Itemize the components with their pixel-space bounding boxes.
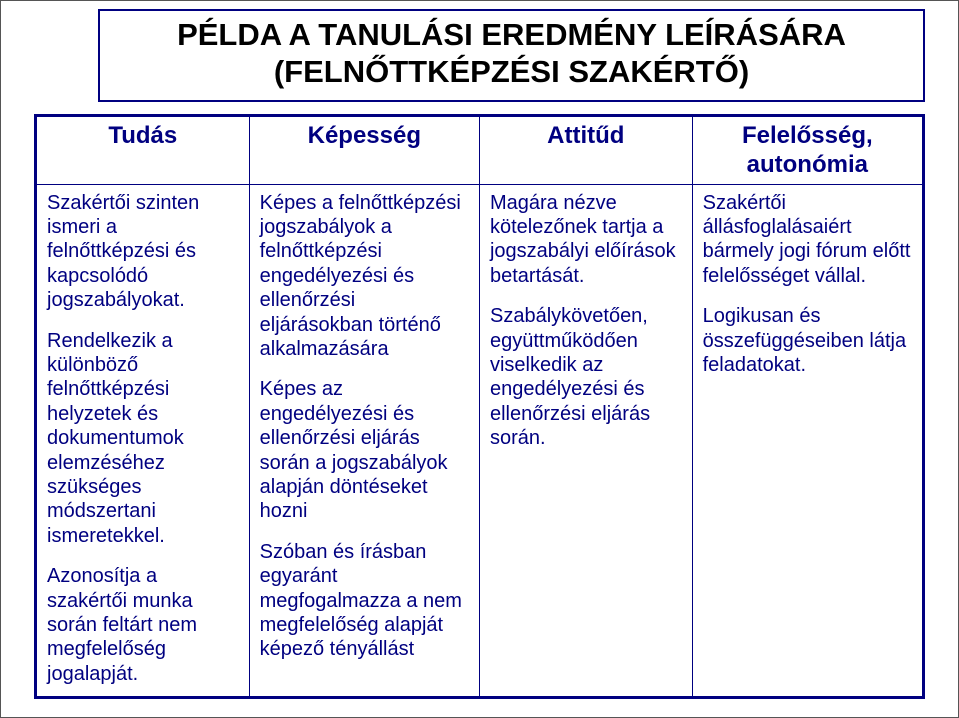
slide-title: PÉLDA A TANULÁSI EREDMÉNY LEÍRÁSÁRA (FEL… bbox=[98, 9, 925, 102]
col-header-attitud: Attitűd bbox=[479, 117, 692, 185]
title-line-2: (FELNŐTTKÉPZÉSI SZAKÉRTŐ) bbox=[110, 54, 913, 91]
paragraph: Magára nézve kötelezőnek tartja a jogsza… bbox=[490, 191, 682, 289]
title-line-1: PÉLDA A TANULÁSI EREDMÉNY LEÍRÁSÁRA bbox=[110, 17, 913, 54]
paragraph: Szakértői állásfoglalásaiért bármely jog… bbox=[703, 191, 912, 289]
table-header-row: Tudás Képesség Attitűd Felelősség, auton… bbox=[37, 117, 923, 185]
col-header-kepesseg: Képesség bbox=[249, 117, 479, 185]
paragraph: Szakértői szinten ismeri a felnőttképzés… bbox=[47, 191, 239, 313]
paragraph: Szóban és írásban egyaránt megfogalmazza… bbox=[260, 540, 469, 662]
paragraph: Azonosítja a szakértői munka során feltá… bbox=[47, 564, 239, 686]
cell-felelosseg: Szakértői állásfoglalásaiért bármely jog… bbox=[692, 184, 922, 696]
content-table: Tudás Képesség Attitűd Felelősség, auton… bbox=[36, 116, 923, 697]
paragraph: Szabálykövetően, együttműködően viselked… bbox=[490, 304, 682, 450]
paragraph: Rendelkezik a különböző felnőttképzési h… bbox=[47, 329, 239, 549]
paragraph: Képes a felnőttképzési jogszabályok a fe… bbox=[260, 191, 469, 362]
slide: PÉLDA A TANULÁSI EREDMÉNY LEÍRÁSÁRA (FEL… bbox=[0, 0, 959, 718]
cell-attitud: Magára nézve kötelezőnek tartja a jogsza… bbox=[479, 184, 692, 696]
paragraph: Logikusan és összefüggéseiben látja fela… bbox=[703, 304, 912, 377]
table-row: Szakértői szinten ismeri a felnőttképzés… bbox=[37, 184, 923, 696]
col-header-felelosseg: Felelősség, autonómia bbox=[692, 117, 922, 185]
content-table-wrap: Tudás Képesség Attitűd Felelősség, auton… bbox=[34, 114, 925, 699]
cell-kepesseg: Képes a felnőttképzési jogszabályok a fe… bbox=[249, 184, 479, 696]
cell-tudas: Szakértői szinten ismeri a felnőttképzés… bbox=[37, 184, 250, 696]
paragraph: Képes az engedélyezési és ellenőrzési el… bbox=[260, 377, 469, 523]
col-header-tudas: Tudás bbox=[37, 117, 250, 185]
